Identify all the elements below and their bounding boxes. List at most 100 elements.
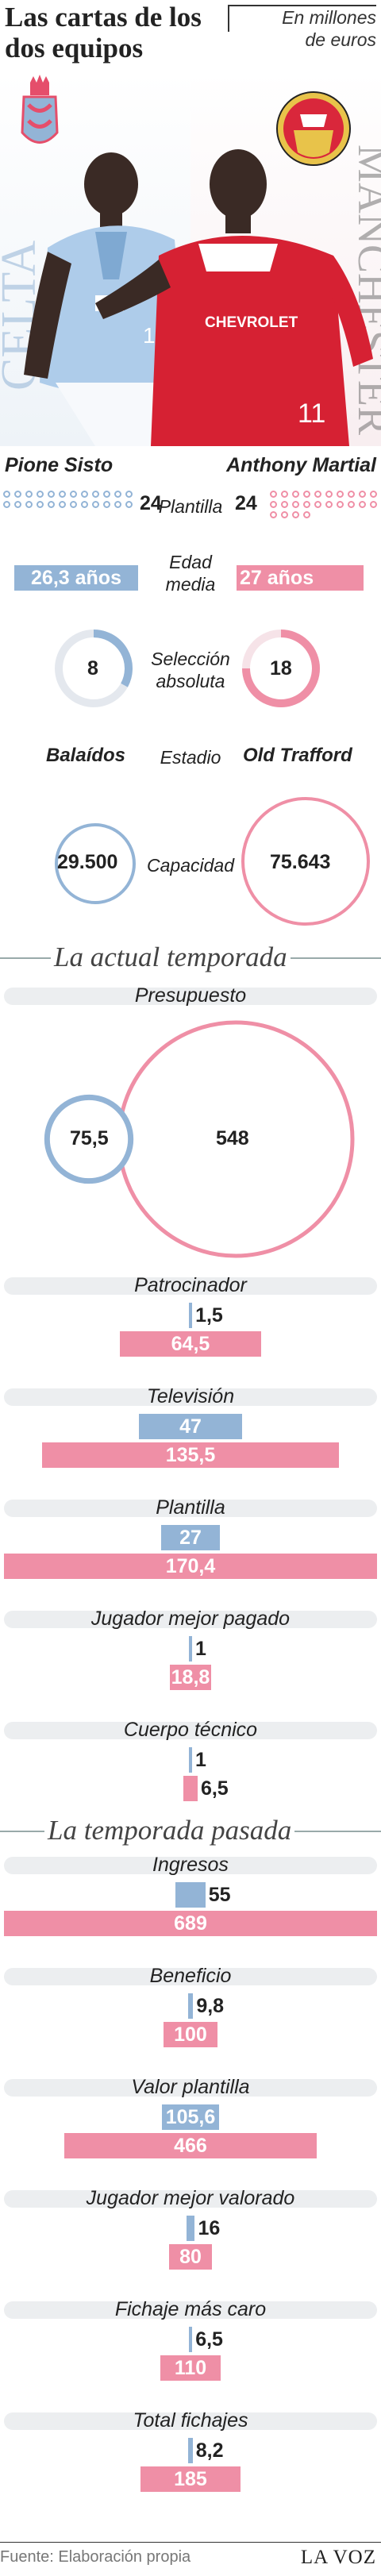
category-band xyxy=(4,1277,377,1295)
squad-dot xyxy=(37,491,44,498)
squad-dot xyxy=(25,491,33,498)
celta-player-name: Pione Sisto xyxy=(5,454,114,476)
celta-value-label: 105,6 xyxy=(165,2106,216,2128)
celta-value-bar xyxy=(189,1636,192,1662)
capacidad-label: Capacidad xyxy=(147,855,234,876)
celta-value-label: 8,2 xyxy=(195,2439,224,2462)
category-band xyxy=(4,1388,377,1406)
squad-dot xyxy=(292,501,299,508)
celta-value-label: 9,8 xyxy=(196,1995,225,2017)
celta-value-bar xyxy=(139,1414,242,1439)
celta-stadium-name: Balaídos xyxy=(46,745,126,766)
squad-dot xyxy=(281,491,288,498)
manchester-value-bar xyxy=(168,2244,213,2270)
category-label: Patrocinador xyxy=(134,1274,247,1296)
manchester-capacity-circle xyxy=(241,797,370,926)
squad-dot xyxy=(281,501,288,508)
category-band xyxy=(4,1722,377,1739)
manchester-selection-ring xyxy=(242,630,320,707)
category-label: Presupuesto xyxy=(134,984,247,1007)
squad-dot xyxy=(114,501,121,508)
squad-dot xyxy=(314,491,321,498)
squad-dot xyxy=(37,501,44,508)
title-line-2: dos equipos xyxy=(5,33,144,64)
celta-selection-value: 8 xyxy=(87,657,98,680)
category-label: Plantilla xyxy=(156,1496,225,1519)
manchester-value-bar xyxy=(160,2355,221,2381)
squad-dot xyxy=(348,501,355,508)
celta-age-value: 26,3 años xyxy=(31,567,121,589)
units-line-1: En millones xyxy=(282,7,376,28)
manchester-player-name: Anthony Martial xyxy=(226,454,376,476)
squad-dot xyxy=(59,501,66,508)
edad-label: Edad media xyxy=(143,551,238,595)
squad-dot xyxy=(292,491,299,498)
squad-dot xyxy=(337,491,344,498)
celta-squad-dots xyxy=(3,491,134,508)
squad-dot xyxy=(81,491,88,498)
edad-label-line-2: media xyxy=(165,574,216,595)
manchester-value-bar xyxy=(42,1442,339,1468)
celta-value-bar xyxy=(175,1882,206,1908)
category-label: Jugador mejor pagado xyxy=(90,1608,291,1630)
squad-dot xyxy=(325,501,333,508)
squad-dot xyxy=(370,501,377,508)
hero-svg: CELTA MANCHESTER 11 xyxy=(0,73,381,446)
squad-dot xyxy=(303,491,310,498)
squad-dot xyxy=(125,501,133,508)
squad-dot xyxy=(14,491,21,498)
celta-value-label: 1 xyxy=(195,1749,206,1771)
category-band xyxy=(4,1611,377,1628)
celta-value-bar xyxy=(187,1993,194,2019)
manchester-value-label: 80 xyxy=(179,2246,202,2268)
squad-dot xyxy=(359,491,366,498)
squad-dot xyxy=(270,501,277,508)
manchester-value-label: 100 xyxy=(174,2023,207,2046)
squad-dot xyxy=(103,501,110,508)
manchester-squad-count: 24 xyxy=(235,492,257,514)
celta-value-label: 16 xyxy=(198,2217,221,2239)
manchester-value-bar xyxy=(64,2133,317,2158)
manchester-value-label: 135,5 xyxy=(165,1444,216,1466)
manchester-value-bar xyxy=(4,1554,377,1579)
manchester-value-bar xyxy=(4,1911,377,1936)
celta-value-bar xyxy=(186,2216,195,2241)
seleccion-label-line-1: Selección xyxy=(151,649,230,669)
category-label: Ingresos xyxy=(152,1854,229,1876)
squad-dot xyxy=(3,491,10,498)
squad-dot xyxy=(125,491,133,498)
squad-dot xyxy=(348,491,355,498)
category-label: Cuerpo técnico xyxy=(123,1719,258,1741)
celta-value-label: 1,5 xyxy=(195,1304,223,1327)
squad-dot xyxy=(292,511,299,518)
seleccion-label-line-2: absoluta xyxy=(156,671,225,691)
estadio-label: Estadio xyxy=(160,747,221,768)
celta-value-bar xyxy=(188,2438,193,2463)
manchester-shirt-number: 11 xyxy=(298,399,325,429)
celta-squad-count: 24 xyxy=(140,492,162,514)
manchester-value-bar xyxy=(183,1776,198,1801)
squad-dot xyxy=(270,511,277,518)
manchester-value-bar xyxy=(120,1331,261,1357)
celta-budget-circle xyxy=(44,1094,134,1184)
celta-age-bar: 26,3 años xyxy=(14,565,138,591)
manchester-vertical-word: MANCHESTER xyxy=(349,144,381,435)
manchester-value-label: 466 xyxy=(174,2135,207,2157)
units-note: En millones de euros xyxy=(233,6,376,51)
category-label: Beneficio xyxy=(149,1965,232,1987)
celta-budget-value: 75,5 xyxy=(70,1127,109,1149)
squad-dot xyxy=(59,491,66,498)
units-line-2: de euros xyxy=(305,29,376,50)
units-bracket xyxy=(228,5,376,32)
category-band xyxy=(4,1500,377,1517)
celta-value-label: 47 xyxy=(179,1415,202,1438)
celta-value-label: 6,5 xyxy=(195,2328,223,2351)
squad-dot xyxy=(303,511,310,518)
squad-dot xyxy=(3,501,10,508)
manchester-age-value: 27 años xyxy=(240,567,314,589)
actual-section-title: La actual temporada xyxy=(51,941,291,973)
manchester-value-label: 6,5 xyxy=(200,1777,229,1800)
manchester-capacity-value: 75.643 xyxy=(270,851,331,873)
manchester-value-label: 64,5 xyxy=(171,1333,210,1355)
celta-capacity-value: 29.500 xyxy=(57,851,118,873)
